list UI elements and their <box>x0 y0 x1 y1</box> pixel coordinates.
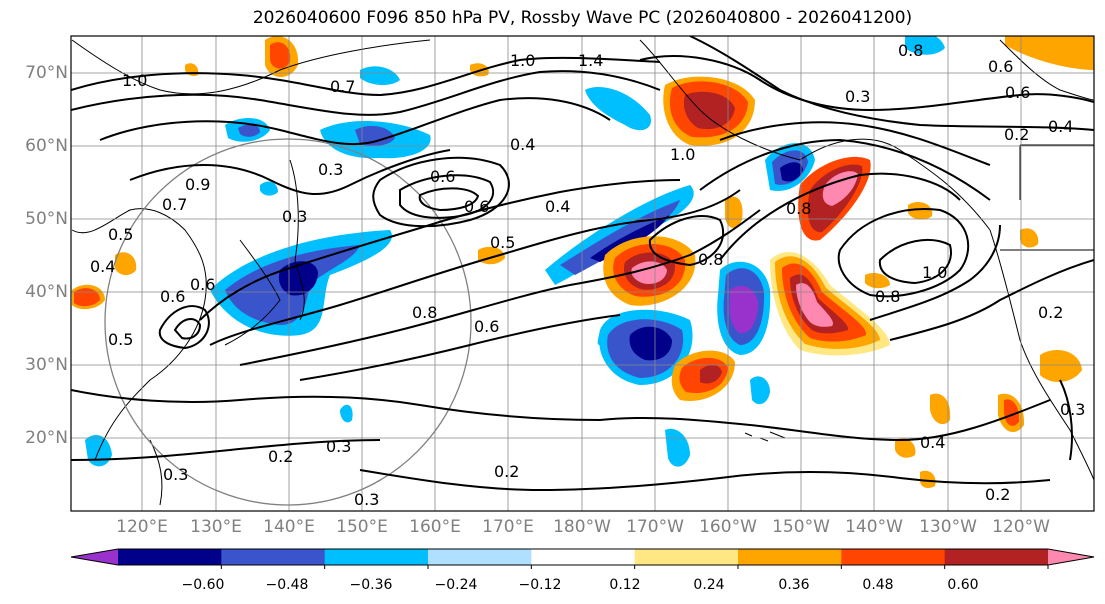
lon-label: 150°E <box>336 517 388 537</box>
contour-label: 0.9 <box>185 175 210 194</box>
contour-label: 0.2 <box>268 447 293 466</box>
colorbar-tick-label: −0.48 <box>265 577 309 593</box>
contour-label: 0.8 <box>898 41 923 60</box>
lat-label-60n: 60°N <box>25 136 68 156</box>
lat-label-20n: 20°N <box>25 428 68 448</box>
contour-label: 0.2 <box>985 485 1010 504</box>
contour-label: 1.0 <box>510 51 535 70</box>
colorbar-tick-label: −0.12 <box>518 577 562 593</box>
lon-label: 130°W <box>919 517 977 537</box>
contour-label: 0.3 <box>1060 400 1085 419</box>
map-title: 2026040600 F096 850 hPa PV, Rossby Wave … <box>252 8 913 28</box>
lon-label: 120°W <box>992 517 1050 537</box>
contour-label: 1.0 <box>922 263 947 282</box>
colorbar-tick-label: 0.60 <box>947 577 979 593</box>
colorbar-tick-label: 0.48 <box>862 577 894 593</box>
contour-label: 0.7 <box>330 77 355 96</box>
lat-label-70n: 70°N <box>25 63 68 83</box>
colorbar-segment <box>841 549 946 565</box>
contour-label: 0.3 <box>163 465 188 484</box>
colorbar-tick-label: −0.60 <box>181 577 225 593</box>
contour-label: 0.4 <box>90 257 115 276</box>
contour-label: 0.2 <box>1004 125 1029 144</box>
contour-label: 0.7 <box>162 195 187 214</box>
range-circle <box>104 138 472 506</box>
pv-anomaly-shading <box>72 36 1094 488</box>
lon-label: 140°W <box>845 517 903 537</box>
contour-label: 1.0 <box>670 145 695 164</box>
colorbar-segment <box>118 549 222 565</box>
contour-label: 0.2 <box>1038 303 1063 322</box>
contour-label: 1.4 <box>578 51 603 70</box>
colorbar-tick-label: 0.36 <box>778 577 810 593</box>
lon-label: 130°E <box>190 517 242 537</box>
contour-label: 0.8 <box>875 287 900 306</box>
colorbar-segment <box>634 549 739 565</box>
contour-label: 0.8 <box>786 199 811 218</box>
contour-labels: 1.0 1.4 1.0 0.7 0.8 0.6 0.6 0.3 0.7 0.9 … <box>90 41 1085 509</box>
colorbar-segment <box>531 549 636 565</box>
colorbar-segment <box>944 549 1049 565</box>
contour-label: 1.0 <box>122 71 147 90</box>
contour-label: 0.5 <box>108 330 133 349</box>
lon-label: 160°E <box>409 517 461 537</box>
contour-label: 0.5 <box>490 233 515 252</box>
colorbar-tick-label: −0.36 <box>349 577 393 593</box>
contour-label: 0.3 <box>318 160 343 179</box>
colorbar-outline <box>70 548 1095 566</box>
lon-label: 170°W <box>626 517 684 537</box>
lon-label: 140°E <box>263 517 315 537</box>
contour-label: 0.4 <box>1048 117 1073 136</box>
lon-label: 180°W <box>553 517 611 537</box>
colorbar-tick-label: 0.12 <box>609 577 641 593</box>
colorbar-tick-label: −0.24 <box>434 577 478 593</box>
coastlines <box>71 39 1094 506</box>
contour-label: 0.3 <box>354 490 379 509</box>
contour-label: 0.4 <box>545 197 570 216</box>
lat-label-40n: 40°N <box>25 282 68 302</box>
contour-label: 0.4 <box>920 433 945 452</box>
lon-label: 160°W <box>699 517 757 537</box>
contour-label: 0.6 <box>430 167 455 186</box>
contour-label: 0.6 <box>1005 83 1030 102</box>
contour-label: 0.2 <box>494 462 519 481</box>
lon-label: 120°E <box>116 517 168 537</box>
map-frame <box>70 35 1095 512</box>
colorbar <box>70 548 1095 569</box>
lon-label: 170°E <box>482 517 534 537</box>
contour-label: 0.6 <box>464 197 489 216</box>
colorbar-segment <box>738 549 842 565</box>
contour-label: 0.4 <box>510 135 535 154</box>
contour-label: 0.6 <box>160 287 185 306</box>
colorbar-extend-high <box>1048 549 1094 565</box>
lon-label: 150°W <box>772 517 830 537</box>
colorbar-tick-label: 0.24 <box>693 577 725 593</box>
colorbar-segment <box>428 549 532 565</box>
lat-label-30n: 30°N <box>25 355 68 375</box>
contour-label: 0.3 <box>845 87 870 106</box>
contour-label: 0.6 <box>474 317 499 336</box>
contour-label: 0.3 <box>326 437 351 456</box>
contour-label: 0.8 <box>412 303 437 322</box>
contour-label: 0.8 <box>698 250 723 269</box>
contour-label: 0.5 <box>108 225 133 244</box>
pv-contours <box>71 36 1094 492</box>
lat-label-50n: 50°N <box>25 209 68 229</box>
colorbar-segment <box>324 549 429 565</box>
colorbar-segment <box>221 549 326 565</box>
contour-label: 0.3 <box>282 207 307 226</box>
colorbar-extend-low <box>71 549 118 565</box>
graticule <box>71 36 1094 511</box>
contour-label: 0.6 <box>988 57 1013 76</box>
contour-label: 0.6 <box>190 275 215 294</box>
